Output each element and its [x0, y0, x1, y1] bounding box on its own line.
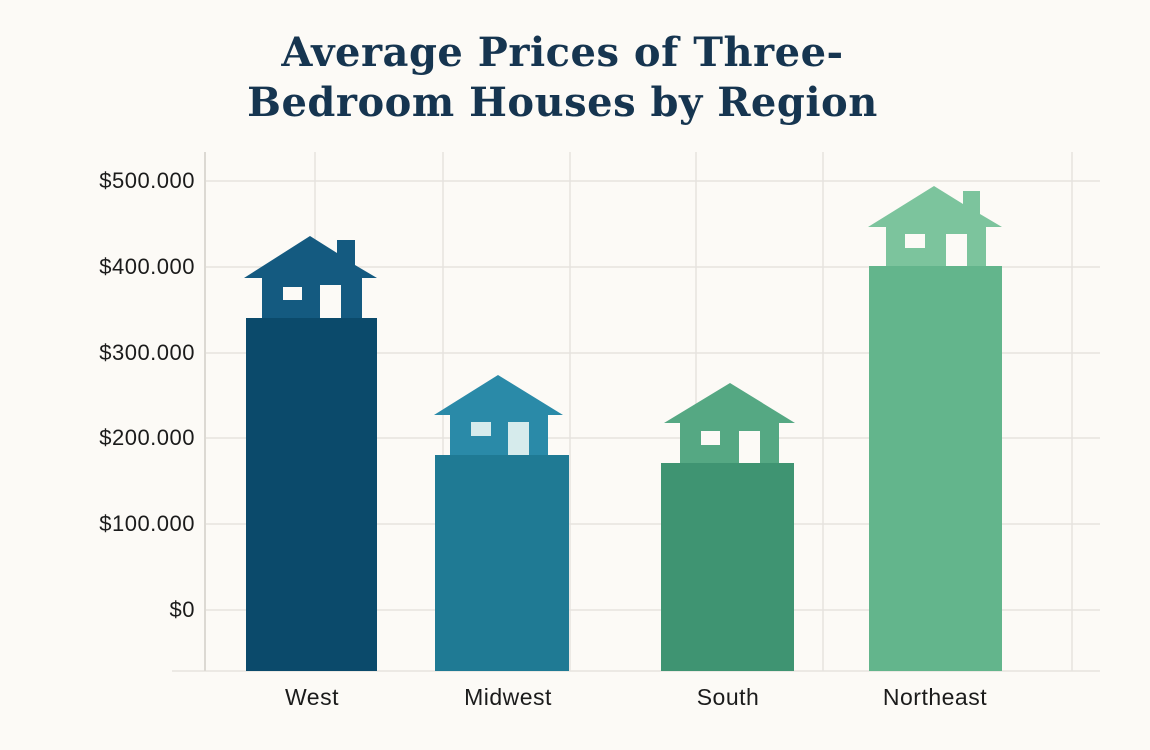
- x-tick-label-south: South: [696, 684, 760, 710]
- chart-title-line-2: Bedroom Houses by Region: [247, 79, 878, 126]
- y-tick-label: $400.000: [99, 254, 195, 279]
- y-tick-label: $300.000: [99, 340, 195, 365]
- bar-northeast: [868, 186, 1002, 671]
- x-tick-label-northeast: Northeast: [882, 684, 988, 710]
- bar-south: [661, 383, 795, 671]
- house-icon: [868, 186, 1002, 266]
- y-tick-label: $500.000: [99, 168, 195, 193]
- y-tick-label: $100.000: [99, 511, 195, 536]
- bar-midwest: [434, 375, 569, 671]
- chart-title-line-1: Average Prices of Three-: [281, 29, 844, 76]
- house-icon: [434, 375, 563, 455]
- bar-west: [244, 236, 377, 671]
- y-tick-label: $0: [169, 597, 195, 622]
- house-icon: [664, 383, 795, 463]
- y-tick-label: $200.000: [99, 425, 195, 450]
- x-tick-label-midwest: Midwest: [464, 684, 552, 710]
- house-icon: [244, 236, 377, 318]
- chart-title: Average Prices of Three- Bedroom Houses …: [0, 28, 1125, 128]
- x-tick-label-west: West: [285, 684, 339, 710]
